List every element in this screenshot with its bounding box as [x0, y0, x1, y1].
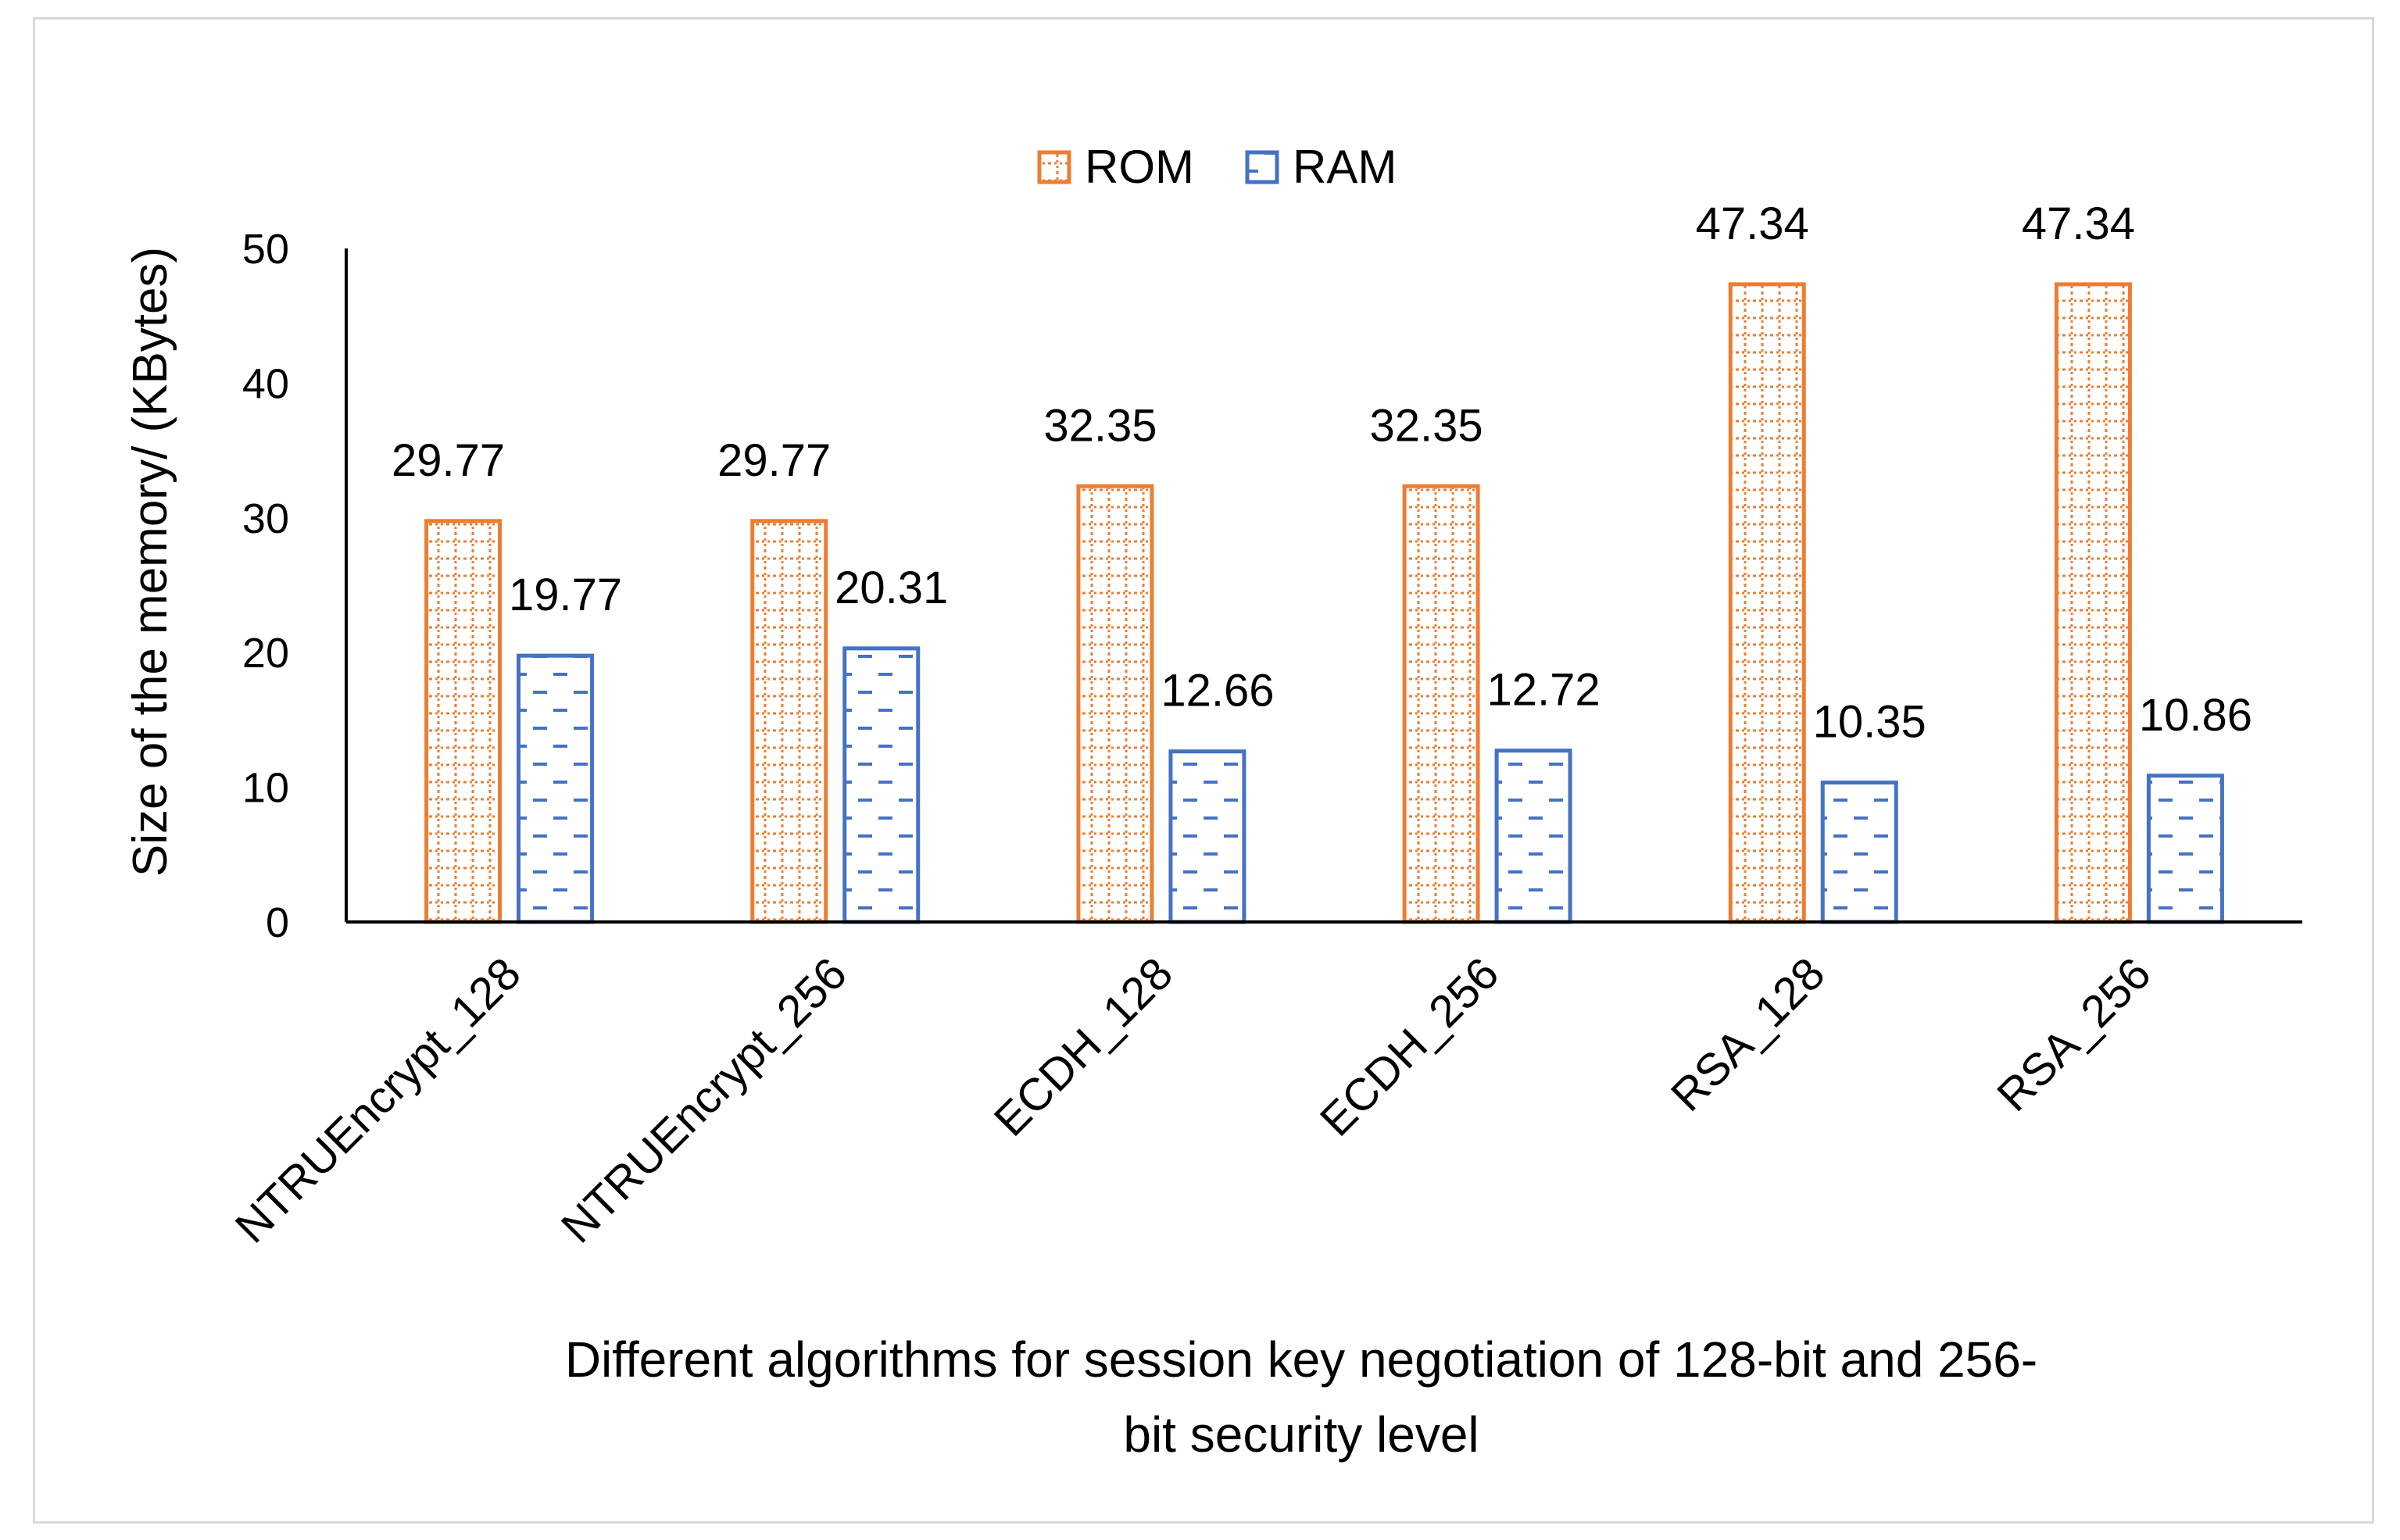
x-axis-title-line: bit security level	[1123, 1406, 1479, 1463]
x-axis-title-group: Different algorithms for session key neg…	[565, 1331, 2037, 1463]
legend-label-rom: ROM	[1085, 141, 1194, 193]
y-axis-title: Size of the memory/ (KBytes)	[123, 247, 177, 877]
legend-swatch-ram	[1245, 150, 1279, 184]
legend: ROM RAM	[1037, 141, 1397, 193]
x-category-label: NTRUEncrypt_128	[226, 948, 531, 1252]
data-label: 12.72	[1487, 665, 1601, 716]
bar-rom-rsa-256	[2054, 282, 2132, 924]
bar-rom-ntruencrypt-256	[750, 519, 828, 924]
y-axis-title-group: Size of the memory/ (KBytes)	[123, 247, 177, 877]
y-tick-label: 10	[242, 765, 289, 812]
bars	[424, 282, 2224, 924]
data-label: 47.34	[1696, 198, 1809, 249]
bar-rom-ntruencrypt-128	[424, 519, 503, 924]
y-tick-label: 40	[242, 360, 289, 407]
x-category-label: RSA_256	[1987, 948, 2161, 1121]
y-ticks: 0 10 20 30 40 50	[242, 226, 289, 946]
data-labels: 29.77 19.77 29.77 20.31 32.35 12.66 32.35 12.72…	[392, 198, 2252, 748]
bar-ram-ecdh-256	[1494, 749, 1572, 924]
y-tick-label: 50	[242, 226, 289, 273]
axes	[345, 248, 2302, 924]
x-category-label: NTRUEncrypt_256	[552, 948, 857, 1252]
legend-label-ram: RAM	[1293, 141, 1397, 193]
legend-swatch-rom	[1037, 150, 1071, 184]
bar-ram-rsa-128	[1820, 781, 1898, 924]
x-category-labels: NTRUEncrypt_128 NTRUEncrypt_256 ECDH_128 EC…	[226, 948, 2161, 1252]
bar-ram-ntruencrypt-256	[842, 646, 921, 924]
data-label: 29.77	[392, 435, 505, 486]
data-label: 32.35	[1370, 400, 1483, 451]
bar-rom-ecdh-256	[1402, 484, 1480, 924]
x-axis-title-line: Different algorithms for session key neg…	[565, 1331, 2037, 1388]
x-category-label: ECDH_256	[1311, 948, 1508, 1145]
data-label: 47.34	[2022, 198, 2135, 249]
bar-rom-rsa-128	[1728, 282, 1806, 924]
data-label: 19.77	[509, 570, 622, 620]
x-category-label: ECDH_128	[985, 948, 1182, 1145]
bar-ram-ntruencrypt-128	[517, 653, 595, 924]
data-label: 10.86	[2139, 690, 2252, 741]
bar-rom-ecdh-128	[1076, 484, 1154, 924]
bar-ram-rsa-256	[2146, 774, 2224, 924]
data-label: 12.66	[1161, 666, 1274, 716]
data-label: 32.35	[1043, 400, 1157, 451]
data-label: 10.35	[1813, 697, 1926, 748]
data-label: 29.77	[717, 435, 831, 486]
y-tick-label: 30	[242, 495, 289, 542]
y-tick-label: 20	[242, 630, 289, 677]
data-label: 20.31	[835, 563, 948, 613]
x-category-label: RSA_128	[1661, 948, 1835, 1121]
y-tick-label: 0	[266, 899, 289, 946]
bar-ram-ecdh-128	[1168, 749, 1246, 924]
